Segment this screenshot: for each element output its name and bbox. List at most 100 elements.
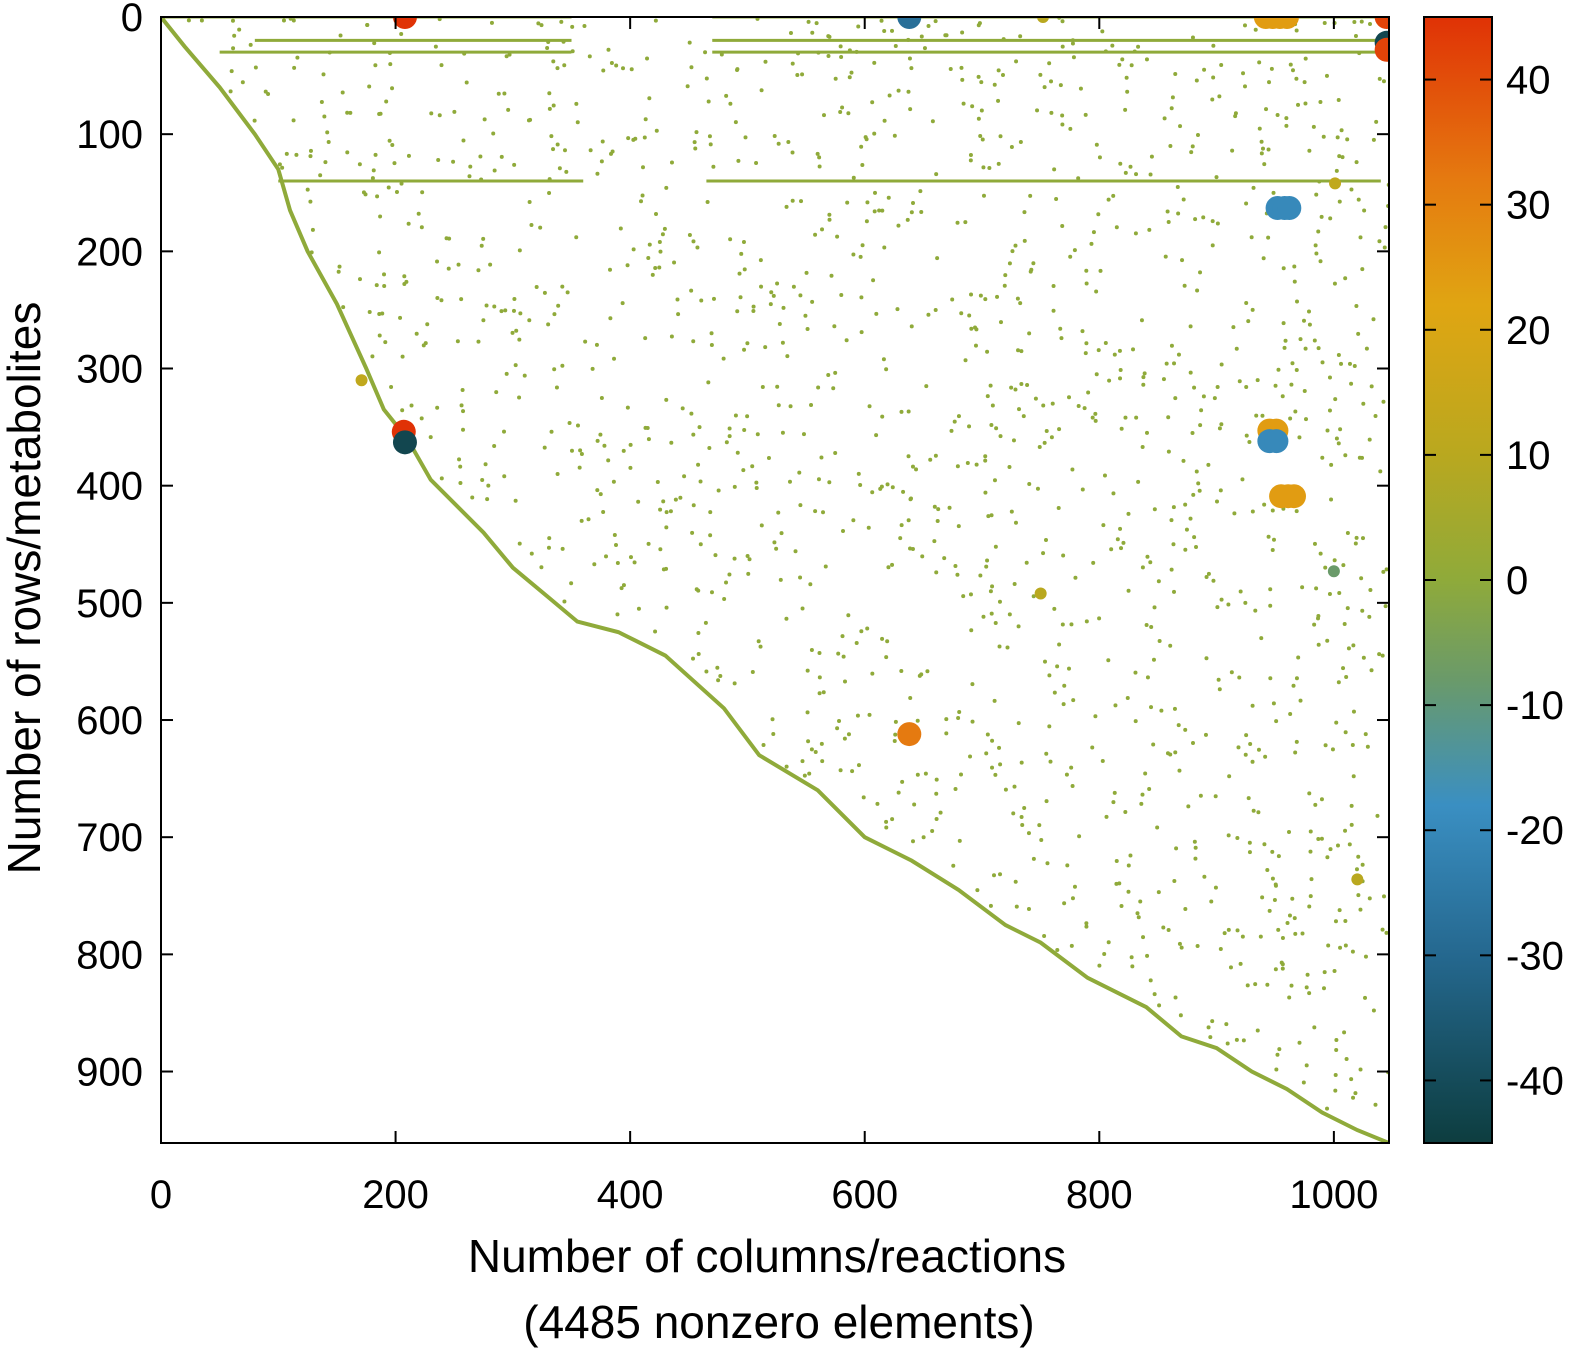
nonzero-dot bbox=[1215, 605, 1220, 610]
nonzero-dot bbox=[1367, 437, 1372, 442]
nonzero-dot bbox=[859, 629, 864, 634]
nonzero-dot bbox=[1133, 231, 1138, 236]
nonzero-dot bbox=[860, 162, 865, 167]
nonzero-dot bbox=[1304, 1063, 1309, 1068]
nonzero-dot bbox=[771, 293, 776, 298]
nonzero-dot bbox=[827, 217, 832, 222]
nonzero-dot bbox=[859, 295, 864, 300]
nonzero-dot bbox=[1243, 600, 1248, 605]
nonzero-dot bbox=[1352, 19, 1357, 24]
nonzero-dot bbox=[1193, 856, 1198, 861]
nonzero-dot bbox=[993, 772, 998, 777]
nonzero-dot bbox=[240, 80, 245, 85]
nonzero-dot bbox=[653, 629, 658, 634]
nonzero-dot bbox=[886, 195, 891, 200]
nonzero-dot bbox=[1294, 28, 1299, 33]
nonzero-dot bbox=[653, 265, 658, 270]
nonzero-dot bbox=[1149, 154, 1154, 159]
nonzero-dot bbox=[1111, 800, 1116, 805]
nonzero-dot bbox=[788, 404, 793, 409]
nonzero-dot bbox=[1374, 119, 1379, 124]
nonzero-dot bbox=[492, 304, 497, 309]
nonzero-dot bbox=[539, 23, 544, 28]
nonzero-dot bbox=[1216, 677, 1221, 682]
nonzero-dot bbox=[1060, 113, 1065, 118]
nonzero-dot bbox=[1267, 908, 1272, 913]
nonzero-dot bbox=[733, 120, 738, 125]
nonzero-dot bbox=[727, 572, 732, 577]
nonzero-dot bbox=[985, 349, 990, 354]
nonzero-dot bbox=[851, 175, 856, 180]
nonzero-dot bbox=[1202, 874, 1207, 879]
nonzero-dot bbox=[562, 148, 567, 153]
nonzero-dot bbox=[468, 164, 473, 169]
nonzero-dot bbox=[992, 82, 997, 87]
nonzero-dot bbox=[689, 65, 694, 70]
nonzero-dot bbox=[436, 158, 441, 163]
nonzero-dot bbox=[854, 640, 859, 645]
nonzero-dot bbox=[732, 681, 737, 686]
nonzero-dot bbox=[1173, 72, 1178, 77]
nonzero-dot bbox=[1268, 603, 1273, 608]
nonzero-dot bbox=[777, 321, 782, 326]
nonzero-dot bbox=[1322, 970, 1327, 975]
nonzero-dot bbox=[1365, 744, 1370, 749]
colorbar-tick-label: -30 bbox=[1506, 934, 1564, 978]
nonzero-dot bbox=[872, 209, 877, 214]
y-tick-label: 0 bbox=[121, 0, 143, 40]
nonzero-dot bbox=[799, 199, 804, 204]
nonzero-dot bbox=[1231, 325, 1236, 330]
nonzero-dot bbox=[549, 134, 554, 139]
nonzero-dot bbox=[1296, 655, 1301, 660]
nonzero-dot bbox=[1210, 1019, 1215, 1024]
nonzero-dot bbox=[1123, 415, 1128, 420]
nonzero-dot bbox=[1166, 415, 1171, 420]
nonzero-dot bbox=[1051, 284, 1056, 289]
nonzero-dot bbox=[1003, 273, 1008, 278]
nonzero-dot bbox=[1244, 384, 1249, 389]
nonzero-dot bbox=[529, 551, 534, 556]
nonzero-dot bbox=[1025, 382, 1030, 387]
nonzero-dot bbox=[570, 24, 575, 29]
nonzero-dot bbox=[578, 448, 583, 453]
nonzero-dot bbox=[199, 18, 204, 23]
nonzero-dot bbox=[776, 510, 781, 515]
nonzero-dot bbox=[1368, 22, 1373, 27]
nonzero-dot bbox=[1218, 488, 1223, 493]
nonzero-dot bbox=[1186, 804, 1191, 809]
nonzero-dot bbox=[1084, 921, 1089, 926]
nonzero-dot bbox=[979, 80, 984, 85]
x-tick-label: 0 bbox=[150, 1173, 172, 1217]
nonzero-dot bbox=[838, 109, 843, 114]
nonzero-dot bbox=[1065, 863, 1070, 868]
nonzero-dot bbox=[699, 298, 704, 303]
nonzero-dot bbox=[798, 575, 803, 580]
nonzero-dot bbox=[1162, 116, 1167, 121]
nonzero-dot bbox=[1274, 719, 1279, 724]
nonzero-dot bbox=[1246, 319, 1251, 324]
nonzero-dot bbox=[896, 88, 901, 93]
nonzero-dot bbox=[291, 118, 296, 123]
nonzero-dot bbox=[1047, 673, 1052, 678]
nonzero-dot bbox=[821, 113, 826, 118]
nonzero-dot bbox=[1009, 385, 1014, 390]
nonzero-dot bbox=[237, 27, 242, 32]
nonzero-dot bbox=[308, 154, 313, 159]
nonzero-dot bbox=[1344, 675, 1349, 680]
nonzero-dot bbox=[933, 453, 938, 458]
nonzero-dot bbox=[781, 305, 786, 310]
nonzero-dot bbox=[308, 148, 313, 153]
nonzero-dot bbox=[1041, 403, 1046, 408]
nonzero-dot bbox=[912, 802, 917, 807]
row-band-layer bbox=[161, 17, 1381, 183]
nonzero-dot bbox=[1383, 604, 1388, 609]
nonzero-dot bbox=[967, 424, 972, 429]
nonzero-dot bbox=[1213, 794, 1218, 799]
nonzero-dot bbox=[406, 221, 411, 226]
nonzero-dot bbox=[1119, 426, 1124, 431]
nonzero-dot bbox=[1078, 86, 1083, 91]
nonzero-dot bbox=[557, 166, 562, 171]
nonzero-dot bbox=[1049, 110, 1054, 115]
nonzero-dot bbox=[1005, 645, 1010, 650]
nonzero-dot bbox=[1294, 509, 1299, 514]
